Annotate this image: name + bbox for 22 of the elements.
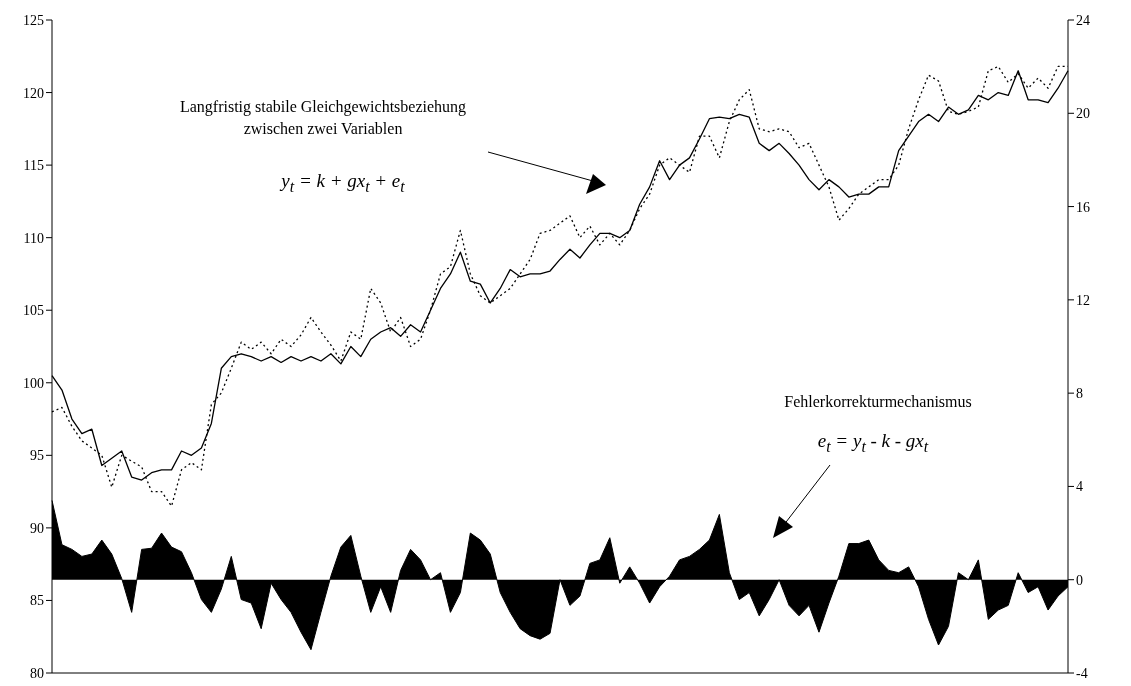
y-tick-label: 100 — [23, 375, 44, 391]
annotation: Langfristig stabile Gleichgewichtsbeziehung zwischen zwei Variablen — [178, 97, 468, 139]
y-tick-label: 90 — [30, 520, 44, 536]
y2-tick-label: 20 — [1076, 106, 1090, 122]
y-tick-label: 85 — [30, 593, 44, 609]
y-tick-label: 115 — [23, 158, 44, 174]
y2-tick-label: 4 — [1076, 479, 1083, 495]
y-tick-label: 120 — [23, 85, 44, 101]
y-tick-label: 80 — [30, 665, 44, 681]
y2-tick-label: 24 — [1076, 12, 1090, 28]
y2-tick-label: 16 — [1076, 199, 1090, 215]
annotation: e$_{t}$ = y$_{t}$ - k - gx$_{t}$ — [816, 429, 930, 457]
y2-tick-label: 12 — [1076, 292, 1090, 308]
y2-tick-label: 0 — [1076, 572, 1083, 588]
annotation: y$_{t}$ = k + gx$_{t}$ + e$_{t}$ — [278, 169, 406, 197]
annotation: Fehlerkorrekturmechanismus — [783, 392, 973, 412]
y-tick-label: 125 — [23, 12, 44, 28]
y-tick-label: 95 — [30, 448, 44, 464]
y-tick-label: 110 — [23, 230, 44, 246]
y2-tick-label: 8 — [1076, 386, 1083, 402]
y-tick-label: 105 — [23, 303, 44, 319]
y2-tick-label: -4 — [1076, 665, 1088, 681]
